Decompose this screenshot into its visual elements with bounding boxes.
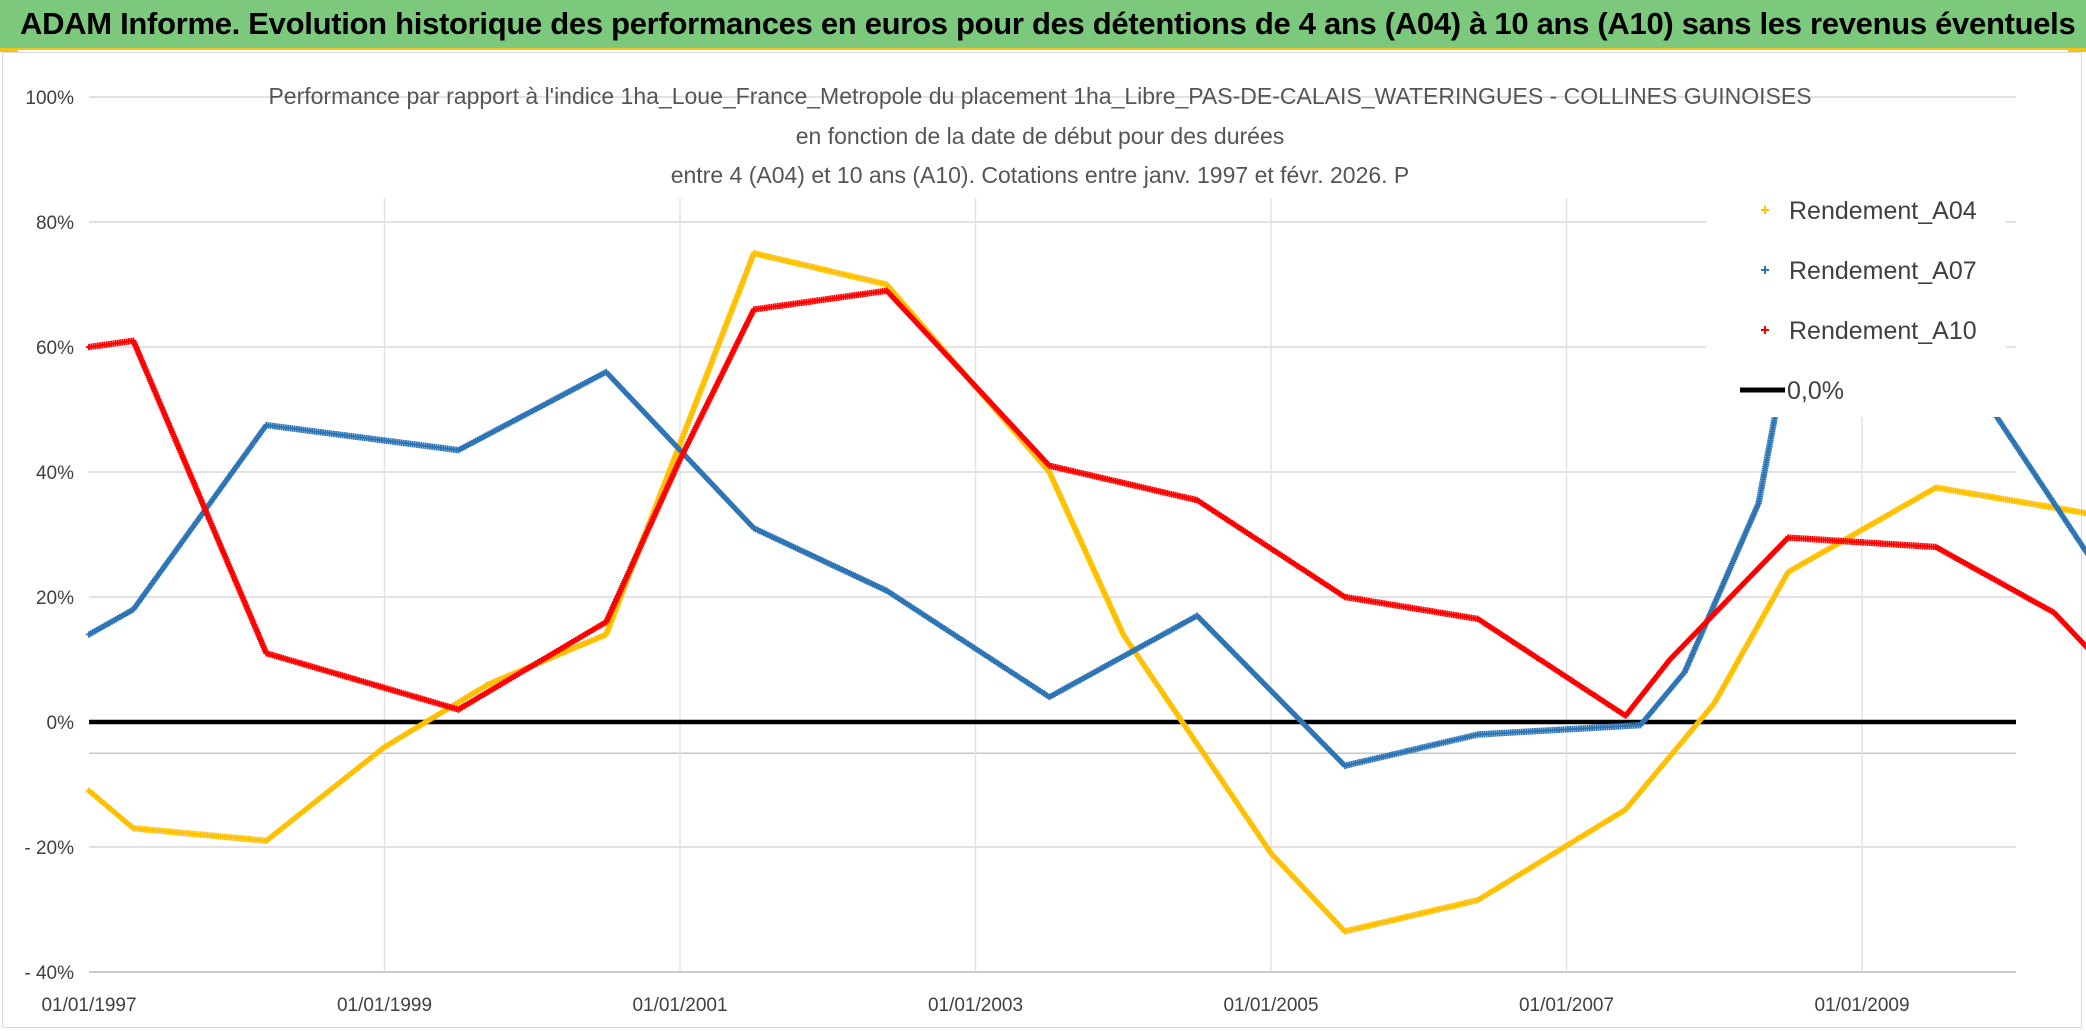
data-point [1934,486,1938,490]
data-point [1476,617,1480,621]
y-tick-label: 0% [47,713,75,734]
y-tick-label: - 40% [24,963,74,984]
data-point [2082,511,2086,515]
x-tick-label: 01/01/1997 [41,995,136,1016]
data-point [486,683,490,686]
data-point [885,283,889,286]
x-tick-label: 01/01/2005 [1223,995,1318,1016]
data-point [752,526,756,530]
data-point [1121,633,1125,636]
data-point [1757,501,1761,505]
data-point [1712,701,1716,705]
legend-label-rendement-a04: Rendement_A04 [1789,197,1977,225]
series-rendement-a10 [85,287,2086,719]
data-point [1195,614,1199,618]
y-tick-label: 80% [36,213,74,234]
x-tick-label: 01/01/2001 [632,995,727,1016]
axes: 100% 80% 60% 40% 20% 0% - 20% - 40% 01/01/1997 01… [24,88,2016,1016]
data-point [2052,611,2056,615]
data-point [1786,536,1790,540]
y-tick-label: 100% [25,88,74,109]
page-title: ADAM Informe. Evolution historique des p… [20,6,2076,41]
data-point [383,745,386,749]
data-point [885,589,889,593]
data-point [1624,808,1628,811]
data-point [604,370,608,374]
x-tick-label: 01/01/2003 [928,995,1023,1016]
series-rendement-a04 [85,250,2086,935]
data-point [2052,501,2056,505]
data-point [1683,670,1687,674]
data-point [752,308,756,311]
chart-title-line-1: Performance par rapport à l'indice 1ha_L… [268,83,1811,109]
y-tick-label: 40% [36,463,74,484]
legend-label-rendement-a10: Rendement_A10 [1789,317,1977,345]
data-point [1343,929,1347,933]
data-point [87,633,91,636]
chart-title: Performance par rapport à l'indice 1ha_L… [268,83,1811,188]
data-point [264,423,268,427]
corner-accent-right [2068,48,2086,52]
data-point [604,620,608,624]
legend-plus-icon [1761,326,1769,334]
legend-label-rendement-a07: Rendement_A07 [1789,257,1977,285]
data-point [1638,723,1642,727]
data-point [1668,658,1672,661]
data-point [1195,498,1199,502]
corner-accent-left [0,48,18,52]
data-point [456,448,460,452]
data-point [87,789,91,793]
data-point [1476,733,1480,736]
x-tick-label: 01/01/2009 [1814,995,1909,1016]
data-point [1047,464,1051,468]
legend: Rendement_A04 Rendement_A07 Rendement_A10 0… [1706,181,2006,417]
data-point [752,251,756,255]
legend-label-0-0: 0,0% [1787,377,1844,405]
data-point [131,608,135,611]
header-banner: ADAM Informe. Evolution historique des p… [0,0,2086,50]
data-point [456,708,460,711]
y-tick-label: 20% [36,588,74,609]
legend-plus-icon [1761,266,1769,274]
data-point [131,339,135,343]
data-point [131,826,135,830]
data-point [1934,545,1938,549]
data-point [604,633,608,636]
y-tick-label: - 20% [24,838,74,859]
chart-title-line-3: entre 4 (A04) et 10 ans (A10). Cotations… [671,162,1410,188]
x-tick-label: 01/01/1999 [337,995,432,1016]
data-point [1786,570,1790,574]
chart-title-line-2: en fonction de la date de début pour des… [796,123,1284,149]
data-point [1047,695,1051,699]
legend-plus-icon [1761,206,1769,214]
data-point [1269,851,1273,855]
data-point [1343,595,1347,599]
x-tick-label: 01/01/2007 [1519,995,1614,1016]
legend-box [1706,181,2006,417]
data-point [1476,898,1480,902]
data-point [87,345,91,349]
y-tick-label: 60% [36,338,74,359]
data-point [264,651,268,655]
data-point [885,289,889,293]
data-point [1343,764,1347,768]
data-point [264,839,268,843]
data-point [1047,470,1051,474]
data-point [678,458,682,461]
data-point [1624,714,1628,718]
